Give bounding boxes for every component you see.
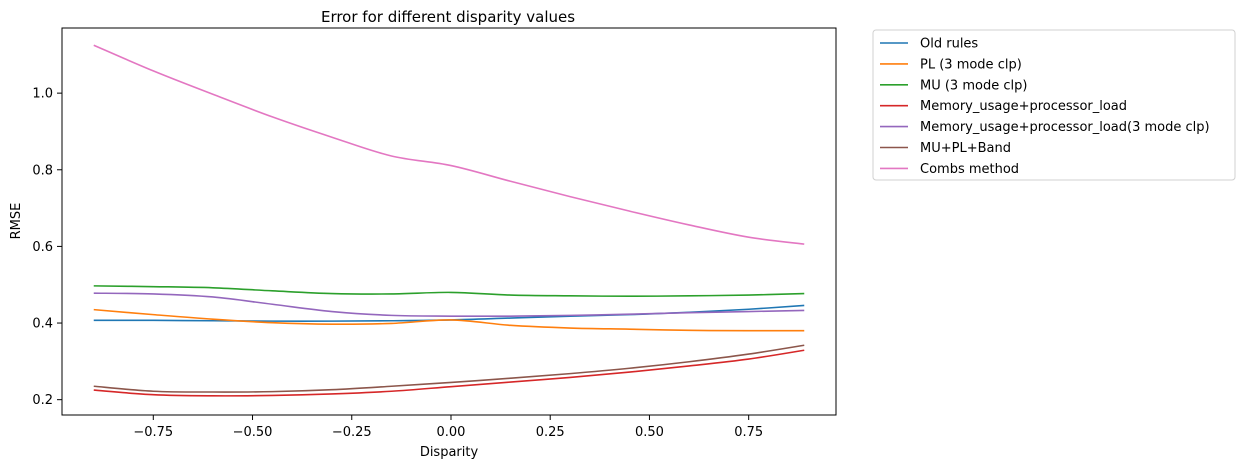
legend-frame	[872, 29, 1236, 181]
x-tick-label: 0.00	[437, 425, 466, 440]
x-tick-label: 0.25	[536, 425, 565, 440]
y-tick-label: 0.8	[32, 163, 53, 178]
series-line-memory-usage-processor-load-3-mode-clp	[93, 292, 805, 318]
legend: Old rules PL (3 mode clp) MU (3 mode clp) M…	[872, 29, 1236, 181]
x-tick-label: −0.50	[233, 425, 273, 440]
legend-label: PL (3 mode clp)	[920, 57, 1022, 72]
chart-title: Error for different disparity values	[321, 8, 575, 26]
x-tick-label: −0.25	[332, 425, 372, 440]
y-axis: 0.2 0.4 0.6 0.8 1.0	[32, 87, 62, 408]
y-axis-label: RMSE	[9, 203, 24, 240]
legend-label: Memory_usage+processor_load(3 mode clp)	[920, 120, 1210, 135]
x-axis: −0.75 −0.50 −0.25 0.00 0.25 0.50 0.75	[133, 415, 763, 440]
series-line-memory-usage-processor-load	[93, 349, 805, 397]
series-line-mu-3-mode-clp	[93, 285, 805, 298]
y-tick-label: 0.2	[32, 393, 53, 408]
legend-label: Old rules	[920, 37, 978, 52]
y-tick-label: 0.4	[32, 317, 53, 332]
x-axis-label: Disparity	[420, 445, 479, 460]
legend-label: Memory_usage+processor_load	[920, 99, 1127, 114]
y-tick-label: 0.6	[32, 240, 53, 255]
x-tick-label: 0.50	[635, 425, 664, 440]
series-layer	[93, 44, 805, 397]
x-tick-label: −0.75	[133, 425, 173, 440]
legend-label: MU (3 mode clp)	[920, 78, 1027, 93]
legend-label: Combs method	[920, 162, 1019, 177]
legend-label: MU+PL+Band	[920, 141, 1011, 156]
y-tick-label: 1.0	[32, 87, 53, 102]
x-tick-label: 0.75	[734, 425, 763, 440]
plot-frame	[61, 27, 837, 416]
series-line-pl-3-mode-clp	[93, 308, 805, 332]
series-line-mu-pl-band	[93, 344, 805, 393]
series-line-combs-method	[93, 44, 805, 245]
